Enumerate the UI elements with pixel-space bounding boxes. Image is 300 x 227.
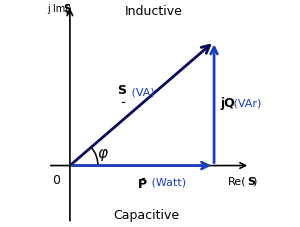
Text: S: S <box>118 84 127 97</box>
Text: j Im(: j Im( <box>47 4 69 14</box>
Text: 0: 0 <box>52 174 60 187</box>
Text: S: S <box>63 4 70 14</box>
Text: (VA): (VA) <box>128 87 155 97</box>
Text: jQ: jQ <box>220 97 235 110</box>
Text: ): ) <box>68 4 71 14</box>
Text: S: S <box>247 177 255 187</box>
Text: P: P <box>137 178 147 190</box>
Text: (Watt): (Watt) <box>148 178 187 188</box>
Text: Inductive: Inductive <box>125 5 183 18</box>
Text: Capacitive: Capacitive <box>113 209 179 222</box>
Text: Re(: Re( <box>228 177 246 187</box>
Text: (VAr): (VAr) <box>230 99 262 109</box>
Text: φ: φ <box>97 146 107 161</box>
Text: ): ) <box>252 177 256 187</box>
